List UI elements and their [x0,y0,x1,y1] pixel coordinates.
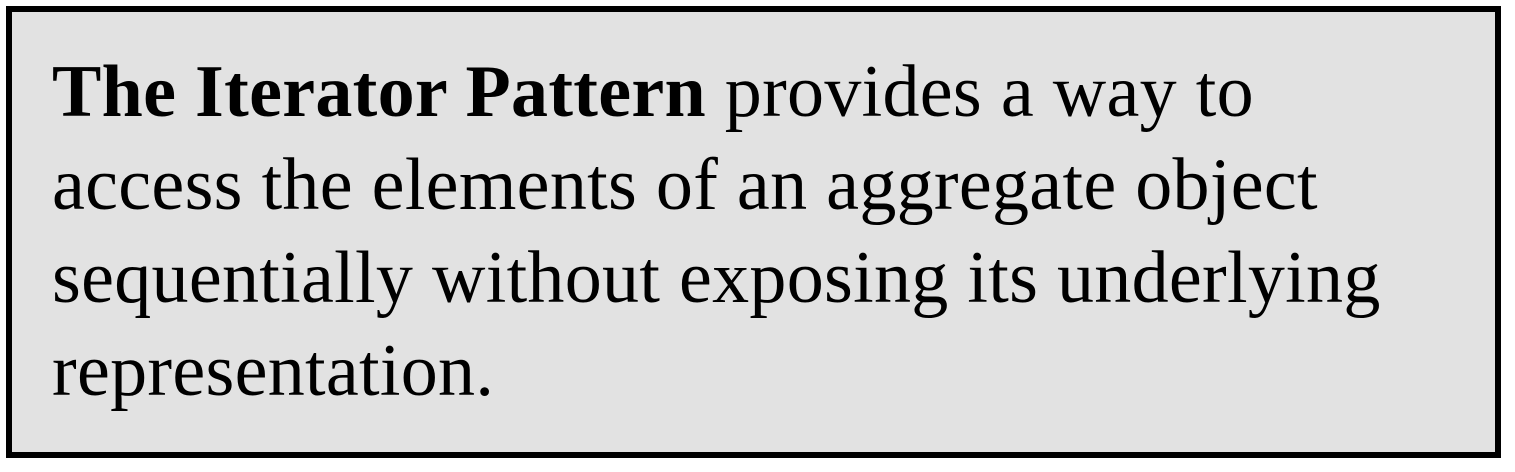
definition-line-3: sequentially without exposing its underl… [52,237,1381,319]
definition-line-1: The Iterator Pattern provides a way to [52,46,1492,139]
definition-line-2: access the elements of an aggregate obje… [52,144,1318,226]
definition-box: The Iterator Pattern provides a way to a… [6,6,1501,458]
definition-line-1-rest: provides a way to [705,51,1254,133]
definition-text: The Iterator Pattern provides a way to a… [52,46,1492,418]
definition-line-4: representation. [52,330,495,412]
pattern-term: The Iterator Pattern [52,51,706,133]
